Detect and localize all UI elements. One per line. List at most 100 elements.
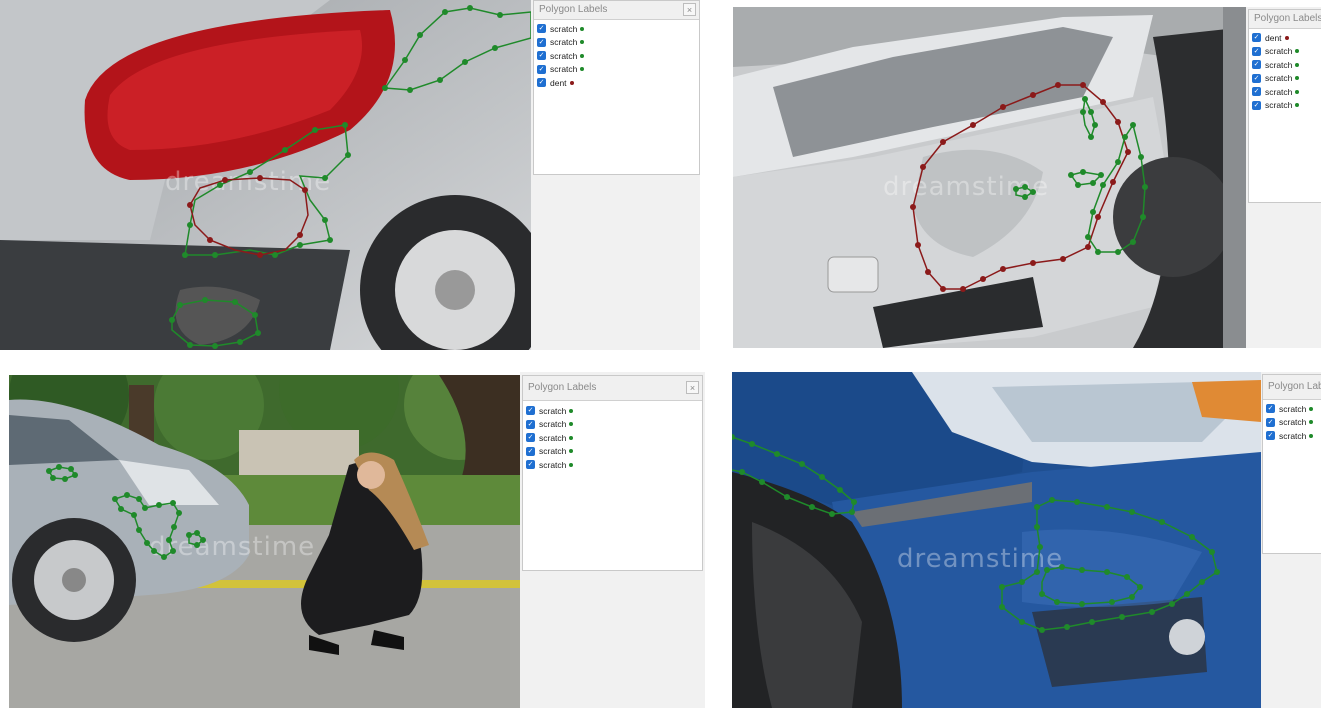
label-color-dot-icon: [1284, 35, 1289, 40]
tile-bottom-right: dreamstime Polygon Labels ✓ scratch ✓ scrat…: [730, 372, 1321, 708]
checkbox-checked-icon[interactable]: ✓: [1252, 60, 1261, 70]
checkbox-checked-icon[interactable]: ✓: [1266, 431, 1275, 441]
scratch-polygon[interactable]: [184, 124, 349, 256]
label-list: ✓ scratch ✓ scratch ✓ scratch ✓ scratch ✓ scratch: [523, 401, 702, 472]
label-item-dent[interactable]: ✓ dent: [1252, 31, 1321, 45]
label-item-scratch[interactable]: ✓ scratch: [526, 418, 702, 432]
label-color-dot-icon: [1295, 76, 1300, 81]
label-item-scratch[interactable]: ✓ scratch: [1266, 429, 1321, 443]
label-color-dot-icon: [580, 40, 585, 45]
polygon-labels-panel[interactable]: Polygon Labels × ✓ scratch ✓ scratch ✓ scratc…: [533, 0, 700, 175]
scratch-polygon[interactable]: [1082, 98, 1096, 139]
label-item-scratch[interactable]: ✓ scratch: [537, 36, 699, 50]
label-item-scratch[interactable]: ✓ scratch: [1252, 45, 1321, 59]
checkbox-checked-icon[interactable]: ✓: [526, 419, 535, 429]
scratch-polygon[interactable]: [384, 7, 531, 91]
label-color-dot-icon: [580, 26, 585, 31]
panel-title: Polygon Labels: [1268, 381, 1321, 392]
polygon-labels-panel[interactable]: Polygon Labels ✓ dent ✓ scratch ✓ scratch ✓ scr…: [1248, 9, 1321, 203]
label-color-dot-icon: [569, 80, 574, 85]
label-name: dent: [1265, 32, 1282, 43]
panel-header[interactable]: Polygon Labels: [1263, 375, 1321, 400]
tile-bottom-left: dreamstime Polygon Labels × ✓ scratch ✓ scr…: [0, 372, 705, 708]
label-name: scratch: [1279, 417, 1307, 428]
scratch-polygon[interactable]: [1070, 171, 1103, 186]
label-item-scratch[interactable]: ✓ scratch: [1252, 85, 1321, 99]
label-item-scratch[interactable]: ✓ scratch: [1252, 99, 1321, 113]
label-color-dot-icon: [1295, 89, 1300, 94]
label-item-scratch[interactable]: ✓ scratch: [526, 445, 702, 459]
annotation-overlay: [46, 464, 206, 560]
close-icon[interactable]: ×: [683, 3, 696, 16]
checkbox-checked-icon[interactable]: ✓: [1266, 417, 1275, 427]
panel-title: Polygon Labels: [1254, 13, 1321, 24]
label-color-dot-icon: [1309, 420, 1314, 425]
label-name: scratch: [550, 50, 578, 61]
panel-header[interactable]: Polygon Labels ×: [523, 376, 702, 401]
label-item-dent[interactable]: ✓ dent: [537, 76, 699, 90]
scratch-polygon[interactable]: [1087, 124, 1146, 253]
scratch-polygon[interactable]: [732, 436, 855, 515]
label-color-dot-icon: [1295, 103, 1300, 108]
checkbox-checked-icon[interactable]: ✓: [526, 460, 535, 470]
label-name: scratch: [1265, 73, 1293, 84]
label-item-scratch[interactable]: ✓ scratch: [537, 63, 699, 77]
checkbox-checked-icon[interactable]: ✓: [537, 64, 546, 74]
polygon-labels-panel[interactable]: Polygon Labels × ✓ scratch ✓ scratch ✓ scratc…: [522, 375, 703, 571]
panel-header[interactable]: Polygon Labels ×: [534, 1, 699, 20]
label-color-dot-icon: [1295, 49, 1300, 54]
checkbox-checked-icon[interactable]: ✓: [526, 406, 535, 416]
scratch-polygon[interactable]: [114, 494, 180, 558]
label-item-scratch[interactable]: ✓ scratch: [537, 22, 699, 36]
checkbox-checked-icon[interactable]: ✓: [537, 37, 546, 47]
label-item-scratch[interactable]: ✓ scratch: [1252, 72, 1321, 86]
scratch-polygon[interactable]: [171, 299, 259, 347]
checkbox-checked-icon[interactable]: ✓: [1266, 404, 1275, 414]
watermark-text: dreamstime: [149, 532, 315, 562]
scratch-polygon[interactable]: [1001, 499, 1218, 631]
checkbox-checked-icon[interactable]: ✓: [526, 446, 535, 456]
checkbox-checked-icon[interactable]: ✓: [1252, 87, 1261, 97]
dent-polygon[interactable]: [912, 84, 1129, 290]
checkbox-checked-icon[interactable]: ✓: [1252, 73, 1261, 83]
label-color-dot-icon: [569, 435, 574, 440]
tile-top-right: dreamstime Polygon Labels: [733, 0, 1321, 350]
label-color-dot-icon: [569, 462, 574, 467]
checkbox-checked-icon[interactable]: ✓: [537, 78, 546, 88]
label-item-scratch[interactable]: ✓ scratch: [526, 431, 702, 445]
close-icon[interactable]: ×: [686, 381, 699, 394]
polygon-labels-panel[interactable]: Polygon Labels ✓ scratch ✓ scratch ✓ scratch: [1262, 374, 1321, 554]
label-name: scratch: [1279, 430, 1307, 441]
label-item-scratch[interactable]: ✓ scratch: [1266, 402, 1321, 416]
label-name: scratch: [550, 64, 578, 75]
checkbox-checked-icon[interactable]: ✓: [537, 51, 546, 61]
tile-top-left: dreamstime Polygon Labels ×: [0, 0, 700, 350]
label-list: ✓ dent ✓ scratch ✓ scratch ✓ scratch ✓ scratch ✓ sc…: [1249, 29, 1321, 112]
annotation-overlay: [169, 5, 531, 349]
label-name: scratch: [539, 432, 567, 443]
label-color-dot-icon: [569, 408, 574, 413]
checkbox-checked-icon[interactable]: ✓: [1252, 33, 1261, 43]
label-name: scratch: [539, 405, 567, 416]
label-item-scratch[interactable]: ✓ scratch: [526, 458, 702, 472]
checkbox-checked-icon[interactable]: ✓: [526, 433, 535, 443]
label-color-dot-icon: [1309, 406, 1314, 411]
annotation-overlay: [732, 434, 1220, 633]
label-color-dot-icon: [580, 67, 585, 72]
checkbox-checked-icon[interactable]: ✓: [1252, 46, 1261, 56]
label-item-scratch[interactable]: ✓ scratch: [1252, 58, 1321, 72]
scratch-polygon[interactable]: [1041, 566, 1142, 605]
label-list: ✓ scratch ✓ scratch ✓ scratch: [1263, 400, 1321, 443]
checkbox-checked-icon[interactable]: ✓: [537, 24, 546, 34]
label-name: scratch: [1265, 59, 1293, 70]
panel-header[interactable]: Polygon Labels: [1249, 10, 1321, 29]
label-item-scratch[interactable]: ✓ scratch: [1266, 416, 1321, 430]
label-item-scratch[interactable]: ✓ scratch: [537, 49, 699, 63]
label-name: scratch: [1279, 403, 1307, 414]
label-name: scratch: [550, 37, 578, 48]
photo-front-dent-car: dreamstime: [733, 7, 1246, 348]
panel-title: Polygon Labels: [528, 382, 597, 393]
dent-polygon[interactable]: [189, 177, 309, 256]
label-item-scratch[interactable]: ✓ scratch: [526, 404, 702, 418]
checkbox-checked-icon[interactable]: ✓: [1252, 100, 1261, 110]
